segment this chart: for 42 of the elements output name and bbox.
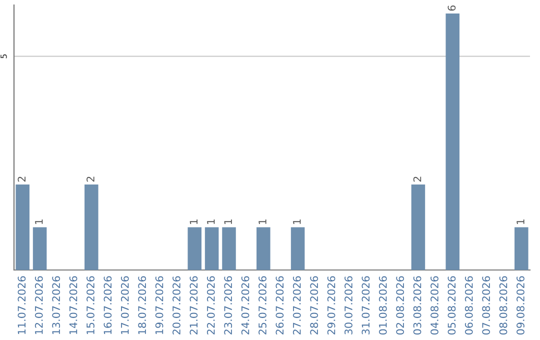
data-label: 1 [516,219,524,224]
data-label: 2 [413,176,422,182]
x-tick-label: 26.07.2026 [276,276,284,334]
x-tick-label: 24.07.2026 [241,276,250,334]
x-tick-label: 03.08.2026 [413,276,422,335]
x-tick-label: 14.07.2026 [69,276,78,334]
x-tick-label: 25.07.2026 [258,276,266,334]
x-tick-label: 31.07.2026 [362,276,370,334]
data-label: 1 [35,219,43,224]
x-tick-label: 04.08.2026 [430,276,438,335]
data-label: 1 [258,219,266,224]
x-tick-label: 20.07.2026 [172,276,180,334]
data-label: 2 [86,176,94,182]
data-label: 1 [190,219,198,224]
x-tick-label: 16.07.2026 [104,276,112,334]
data-label: 6 [448,5,456,11]
x-tick-label: 05.08.2026 [448,276,456,335]
x-tick-label: 07.08.2026 [482,276,490,335]
x-tick-label: 29.07.2026 [327,276,336,334]
x-tick-label: 17.07.2026 [120,276,129,334]
x-tick-label: 27.07.2026 [292,276,301,334]
x-tick-label: 28.07.2026 [310,276,318,334]
x-tick-label: 15.07.2026 [86,276,94,334]
x-tick-label: 02.08.2026 [396,276,404,335]
data-label: 1 [224,219,232,224]
x-tick-label: 12.07.2026 [34,276,43,334]
x-tick-label: 01.08.2026 [378,276,387,335]
x-tick-label: 09.08.2026 [516,276,524,335]
x-tick-label: 30.07.2026 [344,276,352,334]
x-tick-label: 08.08.2026 [499,276,508,335]
data-label: 2 [18,176,26,182]
y-tick-label: 5 [0,54,7,58]
data-label: 1 [293,219,301,224]
x-tick-label: 06.08.2026 [464,276,473,335]
x-tick-label: 18.07.2026 [138,276,146,334]
x-tick-label: 22.07.2026 [206,276,215,334]
x-tick-label: 19.07.2026 [155,276,164,334]
x-tick-label: 13.07.2026 [52,276,60,334]
x-tick-label: 21.07.2026 [190,276,198,334]
x-tick-label: 11.07.2026 [18,276,26,334]
data-label: 1 [207,219,215,224]
x-tick-label: 23.07.2026 [224,276,232,334]
